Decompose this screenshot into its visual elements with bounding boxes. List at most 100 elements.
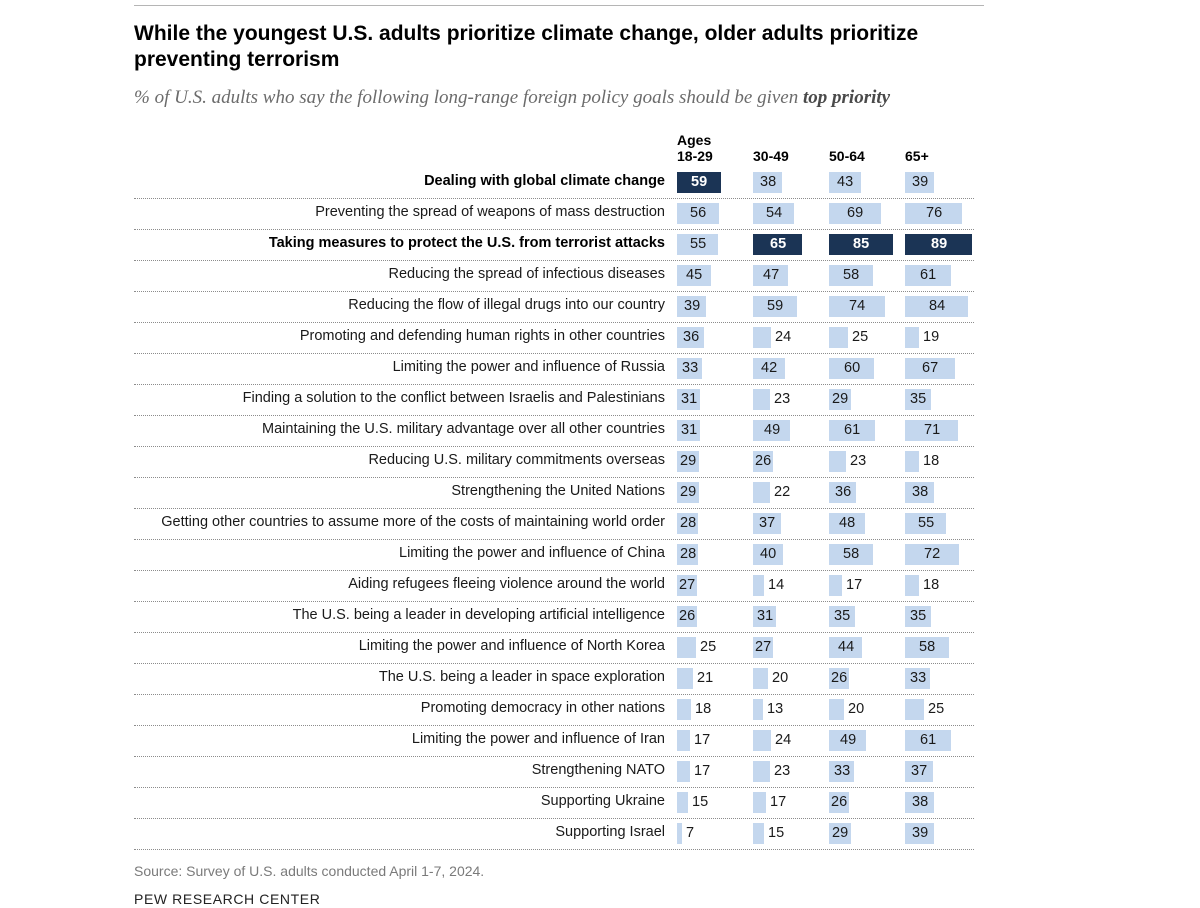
subtitle-emphasis: top priority xyxy=(803,87,891,108)
value-bar xyxy=(753,482,770,503)
value-label: 48 xyxy=(839,515,856,531)
value-label: 37 xyxy=(911,763,928,779)
value-cell: 67 xyxy=(905,358,980,379)
value-cell: 69 xyxy=(829,203,904,224)
value-cell: 72 xyxy=(905,544,980,565)
table-row: Dealing with global climate change 59 38 43… xyxy=(134,168,974,199)
value-label: 24 xyxy=(775,329,792,345)
value-label: 84 xyxy=(929,298,946,314)
row-divider xyxy=(134,446,974,447)
value-bar xyxy=(677,823,682,844)
value-bar xyxy=(753,668,768,689)
table-row: Limiting the power and influence of Nort… xyxy=(134,633,974,664)
value-label: 13 xyxy=(767,701,784,717)
value-cell: 59 xyxy=(753,296,828,317)
row-label: Finding a solution to the conflict betwe… xyxy=(242,390,665,406)
row-label: Promoting democracy in other nations xyxy=(420,700,665,716)
source-note: Source: Survey of U.S. adults conducted … xyxy=(134,863,485,879)
value-label: 23 xyxy=(850,453,867,469)
row-divider xyxy=(134,570,974,571)
value-bar xyxy=(905,451,919,472)
value-cell: 29 xyxy=(677,451,752,472)
row-label: Limiting the power and influence of Chin… xyxy=(399,545,665,561)
column-header-label: 18-29 xyxy=(677,148,713,164)
value-label: 67 xyxy=(922,360,939,376)
value-cell: 13 xyxy=(753,699,828,720)
value-bar xyxy=(905,203,962,224)
value-label: 60 xyxy=(844,360,861,376)
value-cell: 31 xyxy=(753,606,828,627)
value-label: 35 xyxy=(834,608,851,624)
value-cell: 38 xyxy=(905,482,980,503)
value-cell: 26 xyxy=(753,451,828,472)
row-divider xyxy=(134,477,974,478)
value-cell: 45 xyxy=(677,265,752,286)
value-bar xyxy=(829,265,873,286)
value-cell: 55 xyxy=(677,234,752,255)
value-label: 26 xyxy=(831,670,848,686)
column-header-label: 65+ xyxy=(905,148,929,164)
row-divider xyxy=(134,291,974,292)
value-bar xyxy=(905,823,934,844)
value-label: 23 xyxy=(774,391,791,407)
value-label: 29 xyxy=(832,391,849,407)
row-label: The U.S. being a leader in space explora… xyxy=(378,669,665,685)
value-cell: 84 xyxy=(905,296,980,317)
table-row: The U.S. being a leader in space explora… xyxy=(134,664,974,695)
value-bar xyxy=(905,544,959,565)
value-label: 58 xyxy=(843,546,860,562)
row-divider xyxy=(134,353,974,354)
value-bar xyxy=(829,792,849,813)
value-cell: 31 xyxy=(677,389,752,410)
value-label: 28 xyxy=(680,515,697,531)
row-divider xyxy=(134,322,974,323)
value-label: 43 xyxy=(837,174,854,190)
value-cell: 25 xyxy=(829,327,904,348)
value-cell: 59 xyxy=(677,172,752,193)
value-cell: 33 xyxy=(677,358,752,379)
value-bar xyxy=(905,575,919,596)
row-label: Supporting Ukraine xyxy=(540,793,665,809)
value-label: 23 xyxy=(774,763,791,779)
value-label: 38 xyxy=(912,794,929,810)
value-label: 89 xyxy=(931,236,948,252)
value-bar xyxy=(753,203,794,224)
row-divider xyxy=(134,601,974,602)
row-divider xyxy=(134,725,974,726)
value-cell: 29 xyxy=(829,389,904,410)
value-label: 39 xyxy=(684,298,701,314)
value-cell: 35 xyxy=(905,606,980,627)
value-cell: 74 xyxy=(829,296,904,317)
value-bar xyxy=(753,234,802,255)
value-label: 38 xyxy=(912,484,929,500)
table-row: The U.S. being a leader in developing ar… xyxy=(134,602,974,633)
value-cell: 28 xyxy=(677,513,752,534)
value-label: 22 xyxy=(774,484,791,500)
row-label: Getting other countries to assume more o… xyxy=(161,514,665,530)
value-label: 58 xyxy=(843,267,860,283)
value-bar xyxy=(753,327,771,348)
value-cell: 35 xyxy=(829,606,904,627)
value-cell: 26 xyxy=(677,606,752,627)
row-label: Promoting and defending human rights in … xyxy=(299,328,665,344)
value-bar xyxy=(905,606,931,627)
row-divider xyxy=(134,818,974,819)
value-label: 31 xyxy=(681,391,698,407)
value-bar xyxy=(753,513,781,534)
value-label: 18 xyxy=(923,577,940,593)
value-bar xyxy=(677,172,721,193)
value-bar xyxy=(677,730,690,751)
value-bar xyxy=(829,203,881,224)
row-label: Taking measures to protect the U.S. from… xyxy=(268,235,665,251)
value-cell: 58 xyxy=(905,637,980,658)
row-divider xyxy=(134,415,974,416)
value-cell: 31 xyxy=(677,420,752,441)
table-row: Maintaining the U.S. military advantage … xyxy=(134,416,974,447)
table-row: Getting other countries to assume more o… xyxy=(134,509,974,540)
value-label: 26 xyxy=(755,453,772,469)
value-cell: 85 xyxy=(829,234,904,255)
value-bar xyxy=(753,606,776,627)
value-bar xyxy=(753,699,763,720)
value-cell: 25 xyxy=(677,637,752,658)
value-cell: 23 xyxy=(829,451,904,472)
